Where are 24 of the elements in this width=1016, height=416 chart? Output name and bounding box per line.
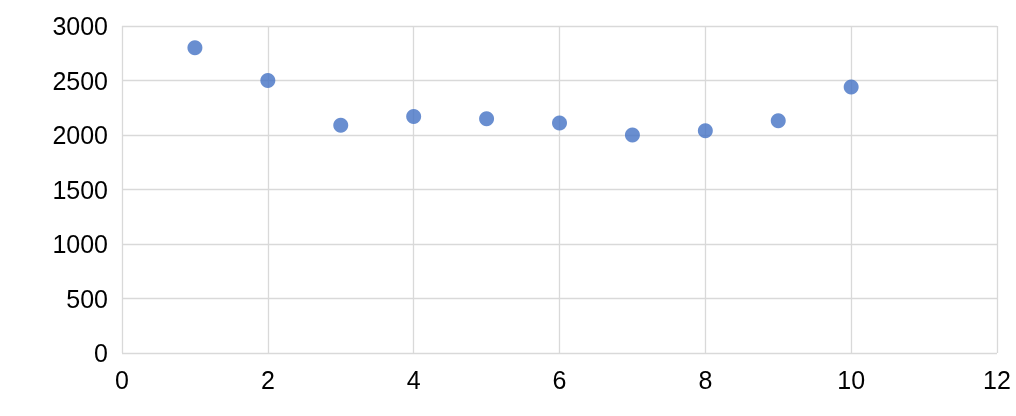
y-tick-label: 1500 [52, 175, 108, 204]
x-tick-label: 4 [406, 365, 421, 394]
x-tick-label: 6 [552, 365, 567, 394]
y-tick-label: 2500 [52, 66, 108, 95]
point [406, 108, 422, 124]
point [479, 111, 495, 127]
point [552, 115, 567, 131]
point [770, 113, 786, 129]
x-tick-label: 12 [983, 365, 1011, 394]
point [333, 117, 349, 133]
x-tick-label: 0 [115, 365, 129, 394]
point [697, 123, 713, 139]
point [843, 79, 859, 95]
point [624, 127, 640, 143]
y-tick-label: 2000 [52, 121, 108, 149]
y-tick-label: 3000 [52, 12, 108, 40]
point [187, 40, 203, 56]
point [260, 73, 276, 88]
y-tick-label: 0 [94, 339, 108, 367]
y-tick-label: 1000 [52, 230, 108, 258]
x-tick-label: 8 [698, 365, 713, 394]
y-tick-label: 500 [66, 284, 108, 313]
x-tick-label: 10 [837, 365, 866, 394]
x-tick-label: 2 [260, 365, 275, 394]
